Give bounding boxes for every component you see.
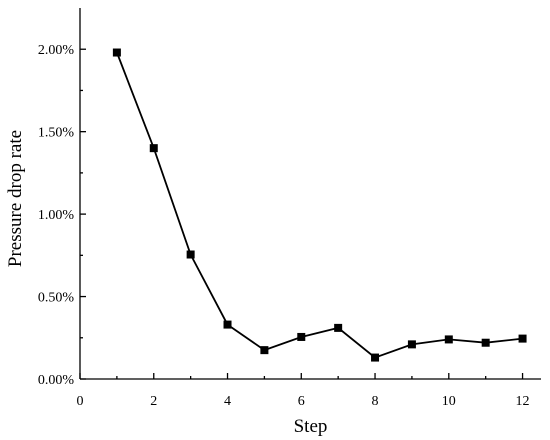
x-tick-label: 12 bbox=[516, 394, 530, 409]
y-tick-label: 2.00% bbox=[38, 43, 75, 58]
y-axis-title: Pressure drop rate bbox=[5, 130, 26, 267]
x-axis-ticks: 0 2 4 6 8 10 12 bbox=[77, 373, 530, 409]
x-tick-label: 2 bbox=[150, 394, 157, 409]
data-point-marker bbox=[149, 144, 158, 153]
x-tick-label: 0 bbox=[77, 394, 84, 409]
data-point-marker bbox=[481, 338, 490, 347]
data-point-marker bbox=[112, 48, 121, 57]
data-point-marker bbox=[260, 346, 269, 355]
data-point-marker bbox=[223, 320, 232, 329]
series-markers bbox=[112, 48, 527, 362]
x-tick-label: 8 bbox=[372, 394, 379, 409]
x-tick-label: 6 bbox=[298, 394, 305, 409]
data-point-marker bbox=[444, 335, 453, 344]
data-point-marker bbox=[407, 340, 416, 349]
data-point-marker bbox=[297, 332, 306, 341]
y-tick-label: 1.00% bbox=[38, 208, 75, 223]
series-line bbox=[116, 52, 523, 359]
x-tick-label: 4 bbox=[224, 394, 231, 409]
x-tick-label: 10 bbox=[442, 394, 456, 409]
plot-area: 0.00% 0.50% 1.00% 1.50% 2.00% 0 2 4 6 8 10 12 bbox=[38, 8, 541, 409]
x-axis-title: Step bbox=[294, 416, 328, 437]
data-point-marker bbox=[371, 353, 380, 362]
data-point-marker bbox=[518, 334, 527, 343]
y-tick-label: 0.50% bbox=[38, 291, 75, 306]
data-point-marker bbox=[334, 323, 343, 332]
data-point-marker bbox=[186, 250, 195, 259]
y-tick-label: 1.50% bbox=[38, 126, 75, 141]
y-tick-label: 0.00% bbox=[38, 373, 75, 388]
y-axis-ticks: 0.00% 0.50% 1.00% 1.50% 2.00% bbox=[38, 43, 86, 388]
